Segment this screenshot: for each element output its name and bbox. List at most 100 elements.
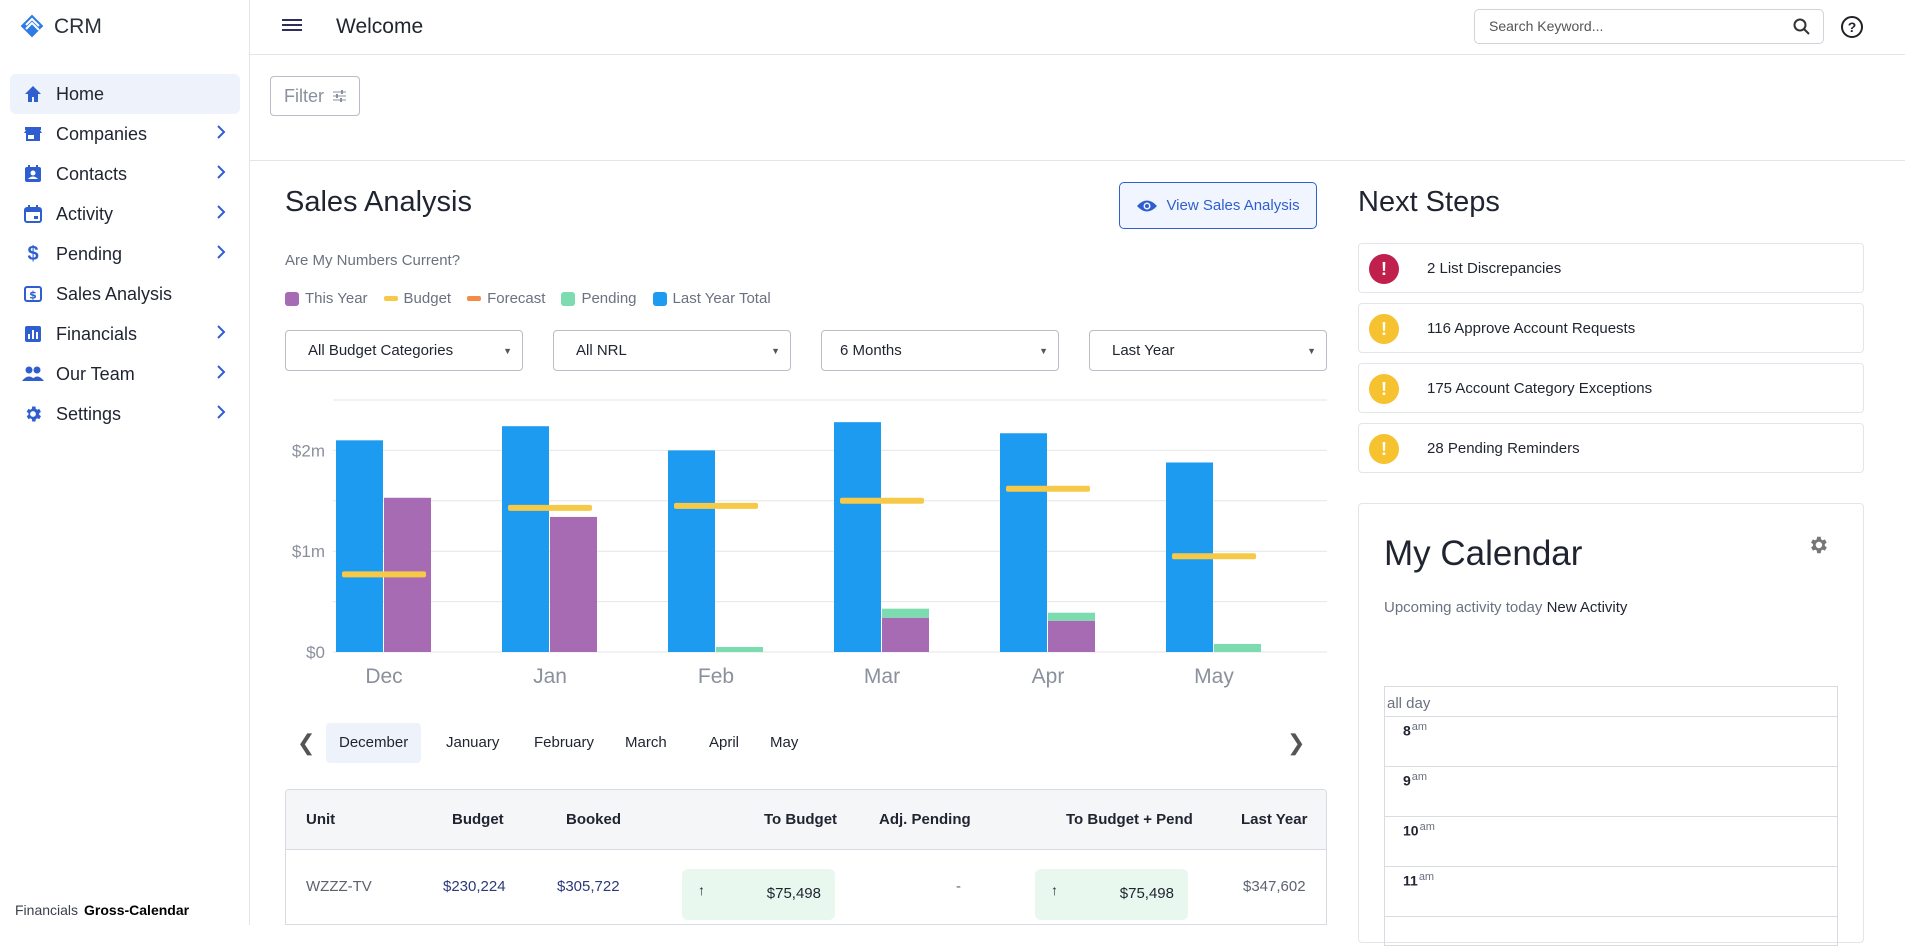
warning-icon: ! bbox=[1369, 434, 1399, 464]
legend-item[interactable]: Forecast bbox=[467, 290, 545, 307]
bar-last-year-total bbox=[1000, 433, 1047, 652]
hour-label: 11am bbox=[1403, 871, 1434, 889]
filter-button[interactable]: Filter bbox=[270, 76, 360, 116]
chevron-right-icon[interactable] bbox=[216, 325, 226, 344]
app-logo[interactable]: CRM bbox=[18, 12, 102, 42]
col-booked[interactable]: Booked bbox=[566, 811, 622, 828]
sidebar-item-financials[interactable]: Financials bbox=[10, 314, 240, 354]
chevron-left-icon[interactable]: ❮ bbox=[297, 730, 316, 755]
footer-gross-calendar[interactable]: Gross-Calendar bbox=[84, 902, 190, 918]
hour-slot[interactable]: 11am bbox=[1385, 867, 1837, 917]
next-step-item[interactable]: ! 2 List Discrepancies bbox=[1358, 243, 1864, 293]
hour-slot[interactable]: 10am bbox=[1385, 817, 1837, 867]
sidebar-item-label: Financials bbox=[56, 323, 138, 344]
next-step-item[interactable]: ! 175 Account Category Exceptions bbox=[1358, 363, 1864, 413]
chevron-right-icon[interactable] bbox=[216, 405, 226, 424]
search-input[interactable]: Search Keyword... bbox=[1474, 9, 1824, 44]
sidebar-item-label: Settings bbox=[56, 403, 122, 424]
hour-ampm: am bbox=[1418, 871, 1435, 883]
sidebar-item-sales-analysis[interactable]: $ Sales Analysis bbox=[10, 274, 240, 314]
cell-booked[interactable]: $305,722 bbox=[557, 878, 620, 895]
view-sales-analysis-button[interactable]: View Sales Analysis bbox=[1119, 182, 1317, 229]
hour-number: 11 bbox=[1403, 872, 1418, 889]
chevron-right-icon[interactable] bbox=[216, 165, 226, 184]
budget-marker bbox=[342, 571, 426, 578]
to-budget-pill: ↑ $75,498 bbox=[682, 869, 835, 920]
crm-logo-icon bbox=[20, 14, 44, 38]
nrl-value: All NRL bbox=[576, 342, 627, 359]
col-to-budget-pend[interactable]: To Budget + Pend bbox=[1066, 811, 1193, 828]
budget-category-select[interactable]: All Budget Categories ▼ bbox=[285, 330, 523, 371]
tab-december[interactable]: December bbox=[326, 723, 422, 763]
sidebar-footer: Financials Gross-Calendar bbox=[15, 902, 189, 918]
legend-item[interactable]: Pending bbox=[561, 290, 637, 307]
hour-slot[interactable]: 9am bbox=[1385, 767, 1837, 817]
sidebar-item-settings[interactable]: Settings bbox=[10, 394, 240, 434]
search-icon[interactable] bbox=[1793, 18, 1811, 36]
sidebar-item-label: Contacts bbox=[56, 163, 128, 184]
table-row[interactable]: WZZZ-TV $230,224 $305,722 - $347,602 bbox=[286, 850, 1326, 924]
comparison-select[interactable]: Last Year ▼ bbox=[1089, 330, 1327, 371]
sidebar-item-home[interactable]: Home bbox=[10, 74, 240, 114]
sidebar-item-pending[interactable]: $ Pending bbox=[10, 234, 240, 274]
hour-slot[interactable]: 8am bbox=[1385, 717, 1837, 767]
sidebar-item-activity[interactable]: Activity bbox=[10, 194, 240, 234]
col-unit[interactable]: Unit bbox=[306, 811, 336, 828]
tab-march[interactable]: March bbox=[625, 734, 667, 751]
calendar-title: My Calendar bbox=[1384, 534, 1583, 573]
numbers-current-link[interactable]: Are My Numbers Current? bbox=[285, 252, 461, 269]
sidebar-item-contacts[interactable]: Contacts bbox=[10, 154, 240, 194]
home-icon bbox=[22, 83, 44, 105]
sales-analysis-title: Sales Analysis bbox=[285, 186, 472, 218]
help-icon[interactable]: ? bbox=[1841, 16, 1863, 38]
svg-text:$: $ bbox=[29, 289, 37, 302]
chevron-right-icon[interactable] bbox=[216, 205, 226, 224]
cell-adj-pending: - bbox=[956, 878, 961, 895]
tab-may[interactable]: May bbox=[770, 734, 799, 751]
nrl-select[interactable]: All NRL ▼ bbox=[553, 330, 791, 371]
filter-label: Filter bbox=[284, 86, 324, 106]
chevron-right-icon[interactable] bbox=[216, 245, 226, 264]
chevron-right-icon[interactable] bbox=[216, 125, 226, 144]
x-tick-label: Feb bbox=[698, 665, 734, 688]
people-icon bbox=[22, 363, 44, 385]
sidebar-item-label: Our Team bbox=[56, 363, 135, 384]
next-step-item[interactable]: ! 28 Pending Reminders bbox=[1358, 423, 1864, 473]
tab-april[interactable]: April bbox=[709, 734, 740, 751]
chevron-down-icon: ▼ bbox=[503, 346, 512, 356]
cell-budget[interactable]: $230,224 bbox=[443, 878, 506, 895]
next-step-label: 116 Approve Account Requests bbox=[1427, 320, 1636, 337]
period-select[interactable]: 6 Months ▼ bbox=[821, 330, 1059, 371]
hour-number: 9 bbox=[1403, 772, 1411, 789]
legend-item[interactable]: Budget bbox=[383, 290, 451, 307]
warning-icon: ! bbox=[1369, 314, 1399, 344]
sidebar-item-companies[interactable]: Companies bbox=[10, 114, 240, 154]
next-step-item[interactable]: ! 116 Approve Account Requests bbox=[1358, 303, 1864, 353]
tab-february[interactable]: February bbox=[534, 734, 595, 751]
new-activity-link[interactable]: New Activity bbox=[1546, 599, 1628, 616]
gear-icon[interactable] bbox=[1807, 534, 1829, 556]
legend-label: Forecast bbox=[487, 290, 546, 307]
col-budget[interactable]: Budget bbox=[452, 811, 504, 828]
col-to-budget[interactable]: To Budget bbox=[764, 811, 838, 828]
money-box-icon: $ bbox=[22, 283, 44, 305]
month-tabs: ❮ December January February March April May ❯ bbox=[285, 723, 1327, 763]
menu-icon[interactable] bbox=[282, 16, 302, 34]
col-last-year[interactable]: Last Year bbox=[1241, 811, 1308, 828]
legend-item[interactable]: Last Year Total bbox=[652, 290, 771, 307]
chevron-down-icon: ▼ bbox=[1039, 346, 1048, 356]
cell-unit: WZZZ-TV bbox=[306, 878, 372, 895]
tab-january[interactable]: January bbox=[446, 734, 500, 751]
sidebar-nav: Home Companies Contacts Activity $ Pending $ Sa… bbox=[10, 74, 240, 434]
legend-item[interactable]: This Year bbox=[285, 290, 368, 307]
store-icon bbox=[22, 123, 44, 145]
all-day-row[interactable]: all day bbox=[1385, 687, 1837, 717]
sidebar-item-our-team[interactable]: Our Team bbox=[10, 354, 240, 394]
bar-this-year bbox=[1048, 620, 1095, 652]
col-adj-pending[interactable]: Adj. Pending bbox=[879, 811, 971, 828]
sidebar: CRM Home Companies Contacts Activity $ Pendin… bbox=[0, 0, 250, 925]
footer-financials[interactable]: Financials bbox=[15, 902, 79, 918]
chevron-right-icon[interactable]: ❯ bbox=[1287, 730, 1306, 755]
chevron-down-icon: ▼ bbox=[1307, 346, 1316, 356]
chevron-right-icon[interactable] bbox=[216, 365, 226, 384]
